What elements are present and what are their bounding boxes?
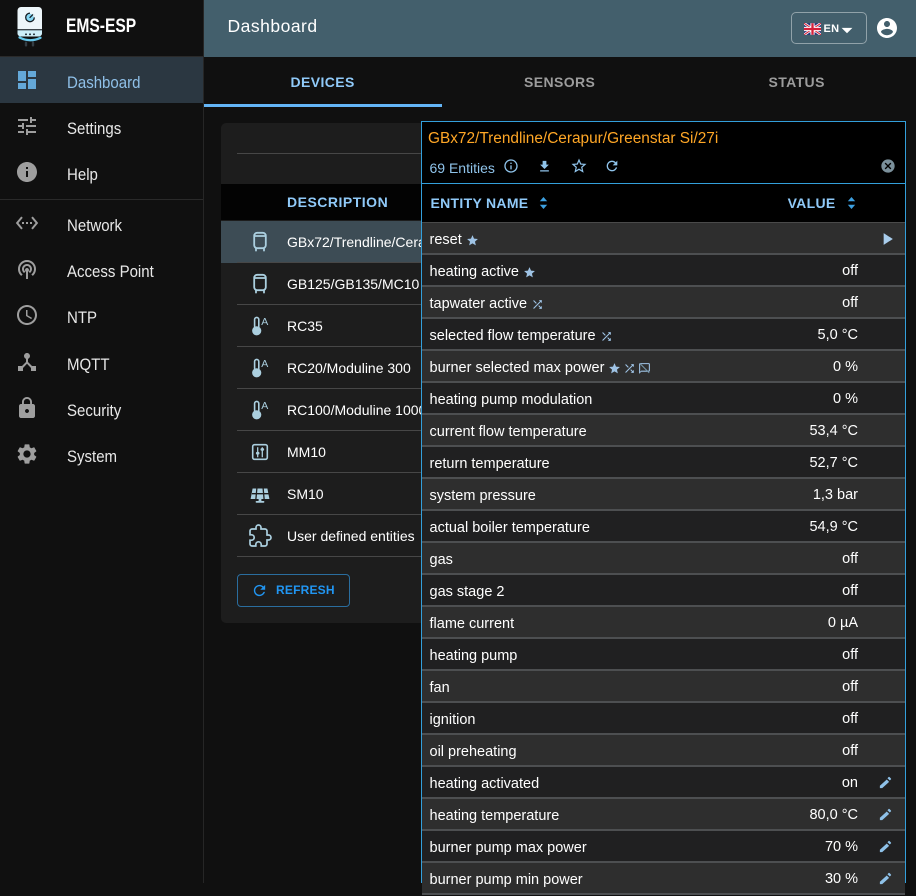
svg-text:A: A bbox=[261, 400, 268, 412]
svg-text:A: A bbox=[261, 316, 268, 328]
svg-text:A: A bbox=[261, 358, 268, 370]
